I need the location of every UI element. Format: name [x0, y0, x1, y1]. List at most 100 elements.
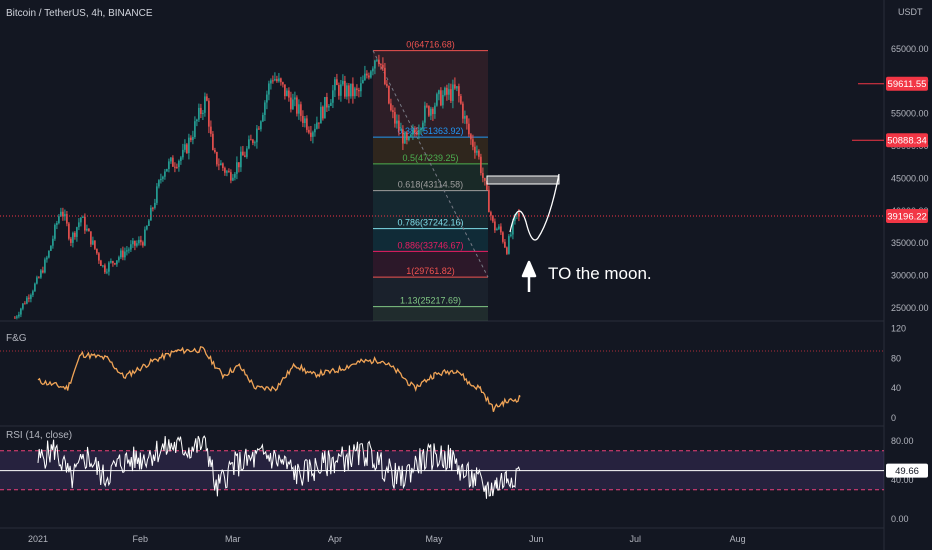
x-tick-label: Apr [328, 534, 342, 544]
candle-body [176, 166, 178, 168]
axes: 25000.0030000.0035000.0040000.0045000.00… [28, 44, 929, 544]
candlestick-series [14, 54, 520, 320]
candle-body [484, 177, 486, 181]
candle-body [282, 82, 284, 85]
candle-body [450, 89, 452, 101]
resistance-box [486, 175, 560, 185]
candle-body [268, 83, 270, 95]
candle-body [148, 220, 150, 226]
candle-body [62, 211, 64, 217]
candle-body [368, 75, 370, 78]
candle-body [124, 251, 126, 258]
candle-body [28, 297, 30, 299]
candle-body [434, 105, 436, 115]
candle-body [94, 240, 96, 249]
fib-zone [373, 163, 488, 191]
currency-unit: USDT [898, 7, 923, 17]
candle-body [202, 112, 204, 114]
candle-body [156, 186, 158, 203]
candle-body [286, 90, 288, 97]
candle-body [72, 232, 74, 243]
candle-body [30, 295, 32, 299]
candle-body [302, 115, 304, 123]
candle-body [50, 245, 52, 251]
candle-body [492, 215, 494, 222]
candle-body [32, 291, 34, 296]
candle-body [386, 84, 388, 86]
y-tick-label: 55000.00 [891, 109, 929, 119]
candle-body [200, 107, 202, 114]
candle-body [162, 176, 164, 179]
candle-body [318, 122, 320, 124]
candle-body [306, 118, 308, 130]
candle-body [24, 303, 26, 305]
candle-body [372, 68, 374, 72]
candle-body [212, 133, 214, 151]
price-label: 59611.55 [888, 79, 927, 90]
candle-body [478, 150, 480, 157]
y-tick-label: 25000.00 [891, 303, 929, 313]
candle-body [500, 226, 502, 233]
candle-body [134, 240, 136, 246]
candle-body [468, 123, 470, 135]
candle-body [198, 107, 200, 120]
fib-level-label: 0.786(37242.16) [397, 218, 463, 228]
candle-body [380, 63, 382, 65]
candle-body [290, 97, 292, 110]
candle-body [106, 271, 108, 273]
candle-body [344, 80, 346, 97]
candle-body [308, 129, 310, 133]
candle-body [496, 228, 498, 231]
candle-body [444, 87, 446, 96]
candle-body [196, 119, 198, 122]
candle-body [192, 137, 194, 141]
candle-body [172, 157, 174, 167]
rsi-pane: 0.00 40.00 80.00 49.66 [0, 435, 928, 524]
candle-body [26, 297, 28, 304]
fib-level-label: 0.886(33746.67) [397, 240, 463, 250]
rsi-line [37, 435, 521, 499]
candle-body [132, 240, 134, 245]
candle-body [36, 277, 38, 284]
user-drawings [0, 83, 884, 292]
candle-body [194, 121, 196, 138]
candle-body [116, 260, 118, 265]
candle-body [208, 100, 210, 127]
candle-body [342, 80, 344, 85]
candle-body [428, 106, 430, 116]
candle-body [432, 108, 434, 115]
candle-body [128, 249, 130, 251]
candle-body [204, 96, 206, 113]
candle-body [82, 216, 84, 218]
candle-body [448, 89, 450, 95]
candle-body [160, 178, 162, 181]
candle-body [420, 128, 422, 131]
candle-body [454, 84, 456, 89]
candle-body [164, 171, 166, 177]
candle-body [166, 168, 168, 172]
candle-body [34, 283, 36, 292]
candle-body [322, 106, 324, 119]
candle-body [310, 132, 312, 137]
fg-y-tick: 40 [891, 383, 901, 393]
candle-body [230, 172, 232, 181]
x-tick-label: Jul [630, 534, 642, 544]
candle-body [56, 223, 58, 225]
candle-body [274, 79, 276, 81]
price-label-box [886, 76, 928, 91]
fibonacci-retracement[interactable]: 0(64716.68) 0.382(51363.92) 0.5(47239.25) 0… [372, 40, 489, 321]
candle-body [18, 314, 20, 317]
candle-body [84, 216, 86, 231]
candle-body [154, 202, 156, 208]
candle-body [346, 85, 348, 97]
candle-body [48, 250, 50, 258]
x-tick-label: Jun [529, 534, 544, 544]
candle-body [400, 129, 402, 131]
x-tick-label: Aug [730, 534, 746, 544]
candle-body [296, 97, 298, 114]
candle-body [452, 84, 454, 101]
candle-body [90, 231, 92, 245]
candle-body [256, 128, 258, 143]
candle-body [78, 222, 80, 228]
